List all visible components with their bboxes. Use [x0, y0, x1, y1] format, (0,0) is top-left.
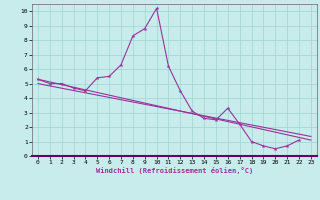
X-axis label: Windchill (Refroidissement éolien,°C): Windchill (Refroidissement éolien,°C): [96, 167, 253, 174]
